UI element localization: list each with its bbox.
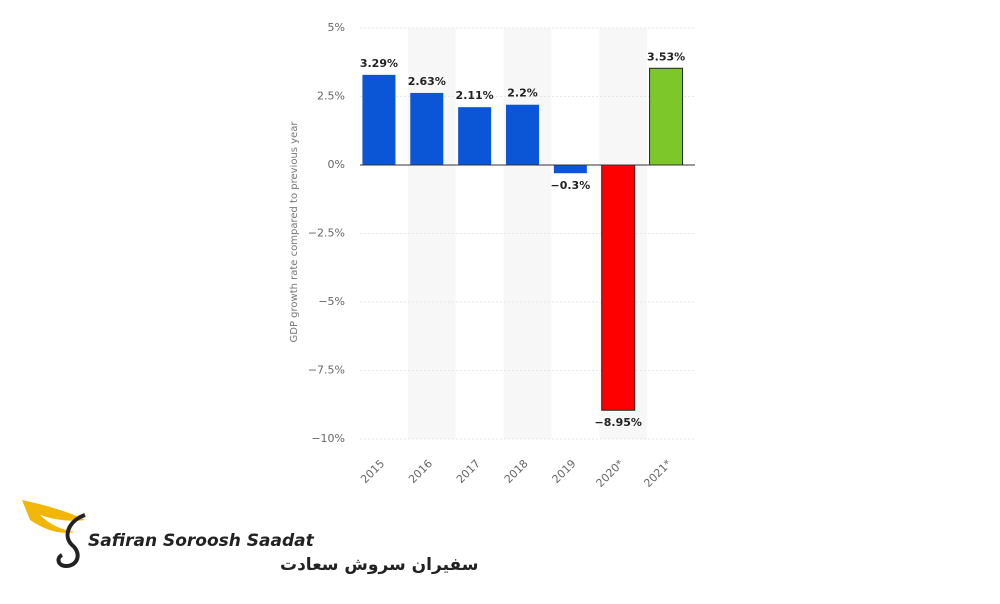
y-tick-label: −5%	[318, 295, 345, 308]
x-tick-label: 2017	[454, 457, 483, 486]
logo-name: Safiran Soroosh Saadat	[88, 531, 315, 551]
y-tick-label: −7.5%	[308, 364, 345, 377]
value-label: −0.3%	[550, 179, 590, 192]
logo-s	[56, 513, 86, 569]
bar	[649, 67, 684, 166]
logo-wing	[22, 500, 85, 533]
y-tick-label: −2.5%	[308, 227, 345, 240]
band	[503, 28, 552, 439]
y-tick-label: −10%	[311, 432, 345, 445]
y-tick-label: 0%	[328, 158, 345, 171]
x-tick-label: 2018	[502, 457, 531, 486]
x-tick-label: 2021*	[641, 457, 674, 490]
x-tick-label: 2019	[550, 457, 579, 486]
y-tick-label: 2.5%	[317, 90, 345, 103]
x-tick-label: 2020*	[594, 457, 627, 490]
plot: 5% 2.5% 0% −2.5% −5% −7.5% −10% 3.29% 2015 2.63% 2…	[308, 21, 695, 490]
logo: Safiran Soroosh Saadat سفیران سروش سعادت	[22, 500, 478, 575]
bar	[410, 92, 444, 165]
x-tick-label: 2016	[406, 457, 435, 486]
bar	[601, 164, 636, 411]
value-label: −8.95%	[595, 416, 642, 429]
bar	[362, 74, 396, 165]
bar	[553, 165, 587, 174]
y-axis-label: GDP growth rate compared to previous yea…	[289, 121, 300, 343]
value-label: 2.2%	[507, 87, 538, 100]
bar	[458, 107, 492, 165]
logo-name-fa: سفیران سروش سعادت	[280, 555, 478, 575]
y-tick-label: 5%	[328, 21, 345, 34]
x-tick-label: 2015	[358, 457, 387, 486]
value-label: 2.63%	[408, 75, 446, 88]
value-label: 2.11%	[456, 89, 494, 102]
bar	[506, 104, 539, 165]
value-label: 3.53%	[647, 50, 685, 63]
value-label: 3.29%	[360, 57, 398, 70]
